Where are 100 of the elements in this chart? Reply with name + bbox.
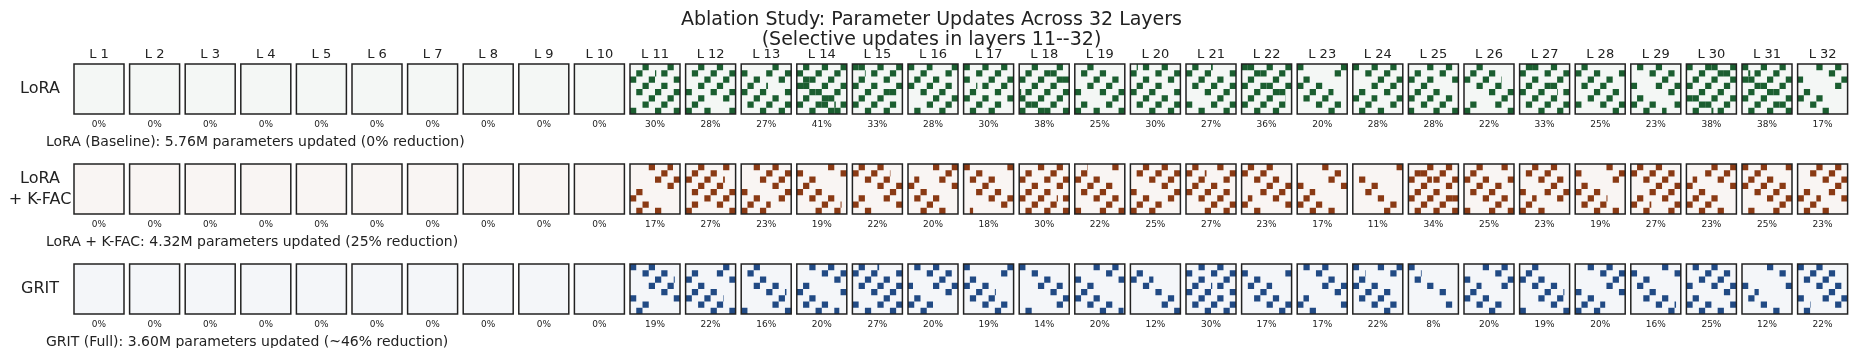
x-tick-label: L 28	[1586, 46, 1615, 62]
x-tick-label: L 4	[255, 46, 276, 62]
data-label: 0%	[203, 319, 218, 330]
data-label: 0%	[369, 319, 385, 330]
data-label: 38%	[1756, 119, 1778, 130]
data-label: 8%	[1426, 319, 1441, 330]
data-label: 22%	[1089, 219, 1111, 230]
x-tick-label: L 16	[919, 46, 947, 62]
x-tick-label: L 24	[1363, 46, 1392, 62]
data-label: 0%	[258, 319, 274, 330]
x-tick-label: L 3	[200, 46, 221, 62]
x-tick-label: L 11	[641, 46, 669, 62]
x-tick-label: L 18	[1030, 46, 1059, 62]
annotation: LoRA (Baseline): 5.76M parameters updated (0% reduction)	[46, 132, 465, 149]
data-label: 27%	[756, 119, 777, 130]
data-label: 0%	[147, 319, 163, 330]
data-label: 14%	[1034, 319, 1055, 330]
data-label: 19%	[811, 219, 833, 230]
data-label: 22%	[867, 219, 888, 230]
data-label: 28%	[1367, 119, 1389, 130]
data-label: 0%	[203, 219, 218, 230]
data-label: 20%	[1312, 119, 1333, 130]
data-label: 25%	[1089, 119, 1111, 130]
data-label: 30%	[644, 119, 666, 130]
data-label: 20%	[922, 319, 944, 330]
x-tick-label: L 7	[422, 46, 443, 62]
data-label: 27%	[1645, 219, 1667, 230]
data-label: 22%	[1478, 119, 1500, 130]
x-tick-label: L 12	[696, 46, 725, 62]
data-label: 12%	[1145, 319, 1166, 330]
data-label: 0%	[314, 119, 329, 130]
data-label: 0%	[592, 119, 607, 130]
data-label: 0%	[203, 119, 218, 130]
data-label: 17%	[644, 219, 666, 230]
x-tick-label: L 20	[1141, 46, 1170, 62]
data-label: 30%	[1034, 219, 1055, 230]
data-label: 0%	[91, 219, 107, 230]
data-label: 27%	[1200, 219, 1222, 230]
data-label: 33%	[1534, 119, 1556, 130]
x-tick-label: L 13	[752, 46, 781, 62]
data-label: 27%	[867, 319, 888, 330]
data-label: 30%	[978, 119, 1000, 130]
data-label: 0%	[425, 119, 441, 130]
data-label: 0%	[481, 319, 496, 330]
data-label: 17%	[1312, 319, 1333, 330]
data-label: 27%	[1200, 119, 1222, 130]
data-label: 33%	[867, 119, 888, 130]
x-tick-label: L 29	[1641, 46, 1670, 62]
data-label: 28%	[700, 119, 722, 130]
data-label: 0%	[592, 219, 607, 230]
data-label: 20%	[1590, 319, 1611, 330]
x-tick-label: L 22	[1252, 46, 1281, 62]
data-label: 22%	[1367, 319, 1389, 330]
data-label: 27%	[700, 219, 722, 230]
data-label: 23%	[1256, 219, 1278, 230]
data-label: 19%	[1590, 219, 1611, 230]
data-label: 0%	[147, 119, 163, 130]
data-label: 20%	[1478, 319, 1500, 330]
x-tick-label: L 32	[1808, 46, 1837, 62]
y-tick-label: LoRA	[20, 78, 60, 98]
x-tick-label: L 5	[311, 46, 332, 62]
data-label: 25%	[1756, 219, 1778, 230]
x-tick-label: L 9	[533, 46, 554, 62]
data-label: 30%	[1200, 319, 1222, 330]
data-label: 0%	[91, 119, 107, 130]
data-label: 11%	[1367, 219, 1389, 230]
annotation: LoRA + K-FAC: 4.32M parameters updated (25% reduction)	[46, 232, 459, 249]
data-label: 0%	[592, 319, 607, 330]
data-label: 12%	[1756, 319, 1778, 330]
data-label: 19%	[978, 319, 1000, 330]
data-label: 19%	[644, 319, 666, 330]
data-label: 0%	[258, 219, 274, 230]
x-tick-label: L 25	[1419, 46, 1448, 62]
data-label: 0%	[147, 219, 163, 230]
x-tick-label: L 19	[1085, 46, 1114, 62]
data-label: 23%	[1645, 119, 1667, 130]
x-tick-label: L 2	[144, 46, 165, 62]
data-label: 0%	[481, 119, 496, 130]
data-label: 0%	[369, 119, 385, 130]
data-label: 17%	[1312, 219, 1333, 230]
data-label: 17%	[1256, 319, 1278, 330]
x-tick-label: L 14	[807, 46, 836, 62]
data-label: 0%	[425, 319, 441, 330]
data-label: 28%	[1423, 119, 1444, 130]
data-label: 0%	[481, 219, 496, 230]
x-tick-label: L 1	[89, 46, 109, 62]
data-label: 0%	[425, 219, 441, 230]
data-label: 20%	[1089, 319, 1111, 330]
data-label: 25%	[1145, 219, 1166, 230]
data-label: 22%	[1812, 319, 1834, 330]
data-label: 0%	[314, 319, 329, 330]
data-label: 20%	[922, 219, 944, 230]
data-label: 0%	[258, 119, 274, 130]
x-tick-label: L 21	[1197, 46, 1225, 62]
y-tick-label: LoRA + K-FAC	[8, 167, 72, 208]
data-label: 17%	[1812, 119, 1834, 130]
chart-title: Ablation Study: Parameter Updates Across 32 Layers	[680, 6, 1183, 29]
annotation: GRIT (Full): 3.60M parameters updated (~46% reduction)	[46, 332, 449, 349]
data-label: 19%	[1534, 319, 1556, 330]
data-label: 34%	[1423, 219, 1444, 230]
